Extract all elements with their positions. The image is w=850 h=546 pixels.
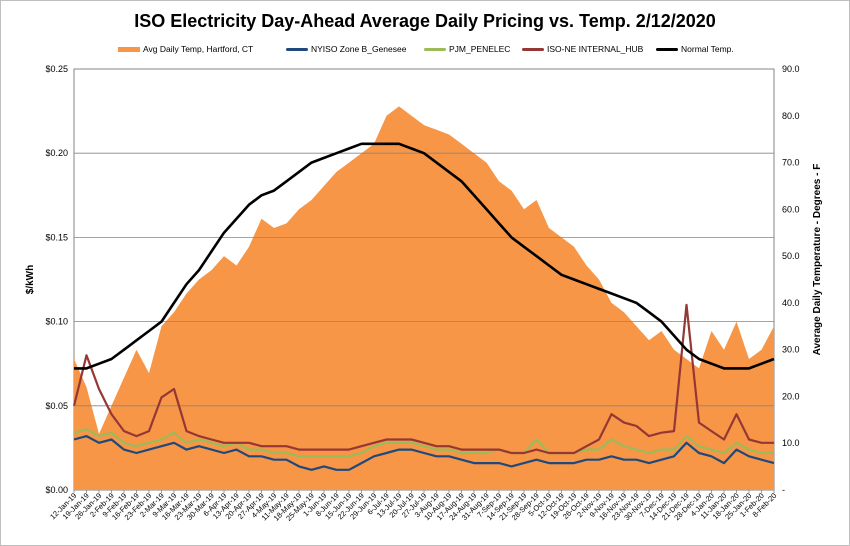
- chart-title: ISO Electricity Day-Ahead Average Daily …: [134, 11, 716, 31]
- series-line-isone: [72, 303, 774, 455]
- y2-tick-label: 30.0: [782, 345, 800, 355]
- y-tick-label: $0.15: [45, 232, 68, 242]
- legend-label-pjm: PJM_PENELEC: [449, 44, 511, 54]
- y-tick-label: $0.10: [45, 317, 68, 327]
- y2-tick-label: 60.0: [782, 204, 800, 214]
- legend-label-nyiso: NYISO Zone B_Genesee: [311, 44, 407, 54]
- legend-swatch-pjm: [424, 48, 446, 51]
- y-tick-label: $0.25: [45, 64, 68, 74]
- legend-label-isone: ISO-NE INTERNAL_HUB: [547, 44, 644, 54]
- y2-tick-label: 90.0: [782, 64, 800, 74]
- y2-tick-label: -: [782, 485, 785, 495]
- y2-tick-label: 70.0: [782, 158, 800, 168]
- y-axis-title: $/kWh: [25, 265, 36, 294]
- legend-swatch-normal-temp: [656, 48, 678, 51]
- series-area-avg-temp: [74, 106, 774, 491]
- series-line-nyiso: [73, 435, 775, 471]
- y-tick-label: $0.20: [45, 148, 68, 158]
- y-tick-label: $0.05: [45, 401, 68, 411]
- legend-swatch-avg-temp: [118, 47, 140, 52]
- y2-tick-label: 80.0: [782, 111, 800, 121]
- y2-tick-label: 10.0: [782, 438, 800, 448]
- y2-tick-label: 50.0: [782, 251, 800, 261]
- y2-tick-label: 40.0: [782, 298, 800, 308]
- legend-swatch-isone: [522, 48, 544, 51]
- y-tick-label: $0.00: [45, 485, 68, 495]
- y2-axis-title: Average Daily Temperature - Degrees - F: [812, 164, 823, 356]
- y2-tick-label: 20.0: [782, 391, 800, 401]
- series-line-normal-temp: [74, 142, 775, 370]
- series-line-pjm: [73, 428, 774, 458]
- legend-label-avg-temp: Avg Daily Temp, Hartford, CT: [143, 44, 254, 54]
- legend-swatch-nyiso: [286, 48, 308, 51]
- legend-label-normal-temp: Normal Temp.: [681, 44, 734, 54]
